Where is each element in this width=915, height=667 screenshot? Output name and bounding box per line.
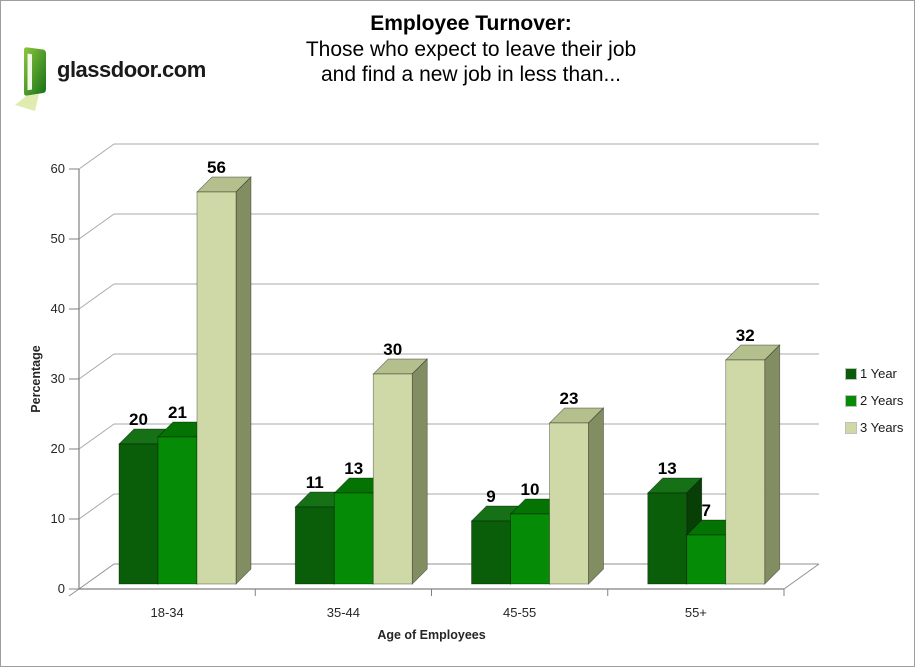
floor-right-edge (783, 563, 820, 590)
gridline-diagonal-30 (78, 353, 115, 380)
chart-title-line2: Those who expect to leave their job (305, 38, 637, 61)
y-tick-label-10: 10 (51, 511, 65, 526)
gridline-diagonal-60 (78, 143, 115, 170)
gridline-diagonal-40 (78, 283, 115, 310)
gridline-diagonal-10 (78, 493, 115, 520)
y-tick-label-0: 0 (58, 581, 65, 596)
bar-18-34-2-years-front (157, 436, 198, 585)
legend-item-1-year: 1 Year (845, 360, 903, 387)
y-tick-label-50: 50 (51, 231, 65, 246)
bar-18-34-1-year-label: 20 (129, 410, 148, 429)
y-tick-label-60: 60 (51, 161, 65, 176)
glassdoor-logo: glassdoor.com (11, 43, 206, 117)
bar-18-34-3-years-side (235, 176, 252, 585)
x-tick-label-45-55: 45-55 (503, 605, 536, 620)
bar-18-34-3-years-front (196, 191, 237, 585)
y-tick-label-30: 30 (51, 371, 65, 386)
bar-35-44-2-years-label: 13 (344, 459, 363, 478)
bar-35-44-1-year-front (294, 506, 335, 585)
bar-18-34-3-years-label: 56 (207, 158, 226, 177)
legend-label-2-years: 2 Years (860, 393, 904, 408)
bar-45-55-2-years-label: 10 (521, 480, 540, 499)
bar-45-55-3-years-front (549, 422, 589, 585)
door-opening (27, 53, 32, 91)
bar-35-44-3-years-label: 30 (383, 340, 402, 359)
x-tick-label-55-: 55+ (685, 605, 707, 620)
x-tick-label-35-44: 35-44 (327, 605, 360, 620)
glassdoor-door-icon (15, 47, 46, 111)
gridline-diagonal-50 (78, 213, 115, 240)
bar-35-44-2-years-front (333, 492, 374, 585)
bar-35-44-3-years-side (411, 358, 428, 585)
bar-18-34-2-years-label: 21 (168, 403, 187, 422)
bar-55--1-year-front (647, 492, 688, 585)
chart-title-line3: and find a new job in less than... (320, 63, 622, 86)
bar-55--2-years-front (686, 534, 727, 585)
bar-45-55-3-years-label: 23 (560, 389, 579, 408)
bar-18-34-1-year-front (118, 443, 159, 585)
door-light-beam (15, 94, 39, 111)
floor-left-corner-tick (68, 588, 80, 597)
chart-title: Employee Turnover: Those who expect to l… (176, 11, 766, 87)
glassdoor-logo-text: glassdoor.com (57, 57, 206, 82)
bar-55--3-years-side (764, 344, 781, 585)
y-tick-label-40: 40 (51, 301, 65, 316)
bar-55--2-years-label: 7 (702, 501, 711, 520)
gridline-diagonal-20 (78, 423, 115, 450)
legend-label-1-year: 1 Year (860, 366, 897, 381)
legend-item-3-years: 3 Years (845, 414, 904, 441)
bar-55--1-year-label: 13 (658, 459, 677, 478)
legend-item-2-years: 2 Years (845, 387, 904, 414)
legend-swatch-3-years (845, 421, 857, 434)
bar-45-55-2-years-front (510, 513, 550, 585)
bar-45-55-1-year-front (471, 520, 511, 585)
chart-title-line1: Employee Turnover: (370, 12, 572, 35)
bar-35-44-1-year-label: 11 (306, 473, 324, 492)
x-tick-label-18-34: 18-34 (151, 605, 184, 620)
bar-45-55-1-year-label: 9 (486, 487, 495, 506)
x-axis-title: Age of Employees (377, 628, 485, 642)
legend: 1 Year 2 Years 3 Years (845, 360, 904, 441)
bar-55--3-years-front (725, 359, 766, 585)
legend-swatch-1-year (845, 367, 857, 380)
gridline-diagonal-0 (78, 563, 115, 590)
y-axis-title: Percentage (29, 345, 43, 412)
bar-55--3-years-label: 32 (736, 326, 755, 345)
legend-swatch-2-years (845, 394, 857, 407)
y-tick-label-20: 20 (51, 441, 65, 456)
legend-label-3-years: 3 Years (860, 420, 904, 435)
bar-35-44-3-years-front (372, 373, 413, 585)
bar-45-55-3-years-side (588, 407, 604, 585)
